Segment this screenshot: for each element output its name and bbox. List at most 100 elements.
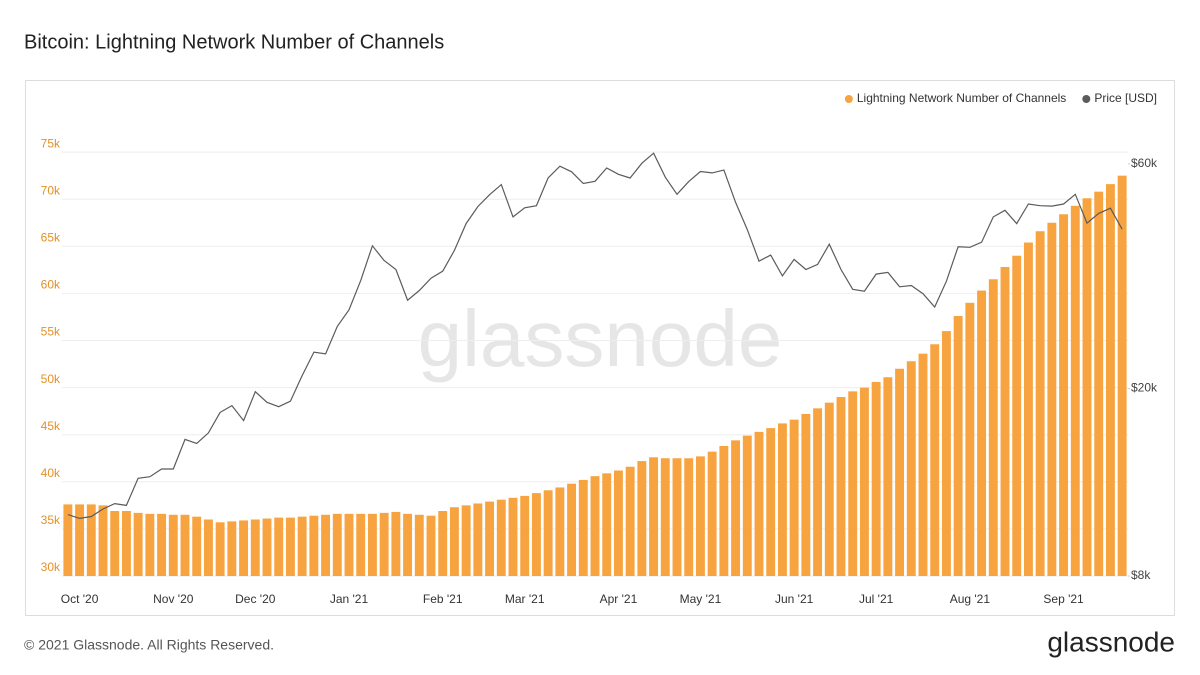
y-tick-label: 75k (41, 136, 61, 150)
bar (274, 517, 284, 576)
watermark: glassnode (418, 294, 783, 383)
x-tick-label: Feb '21 (423, 592, 463, 606)
bar (227, 521, 237, 576)
bar (1035, 231, 1045, 576)
x-tick-label: Aug '21 (950, 592, 991, 606)
bar (133, 512, 143, 576)
bar (297, 516, 307, 576)
price-line (67, 152, 1123, 520)
bar (1117, 175, 1127, 576)
y2-tick-label: $20k (1131, 381, 1158, 395)
legend-label: Price [USD] (1094, 91, 1157, 105)
x-tick-label: Oct '20 (61, 592, 99, 606)
bar (836, 397, 846, 576)
x-tick-label: Jul '21 (859, 592, 894, 606)
y-tick-label: 60k (41, 278, 61, 292)
bar (789, 419, 799, 576)
bar (906, 361, 916, 576)
bar (883, 377, 893, 576)
y-tick-label: 35k (41, 513, 61, 527)
bar (578, 479, 588, 576)
bar (531, 493, 541, 576)
x-tick-label: Nov '20 (153, 592, 194, 606)
bar (731, 440, 741, 576)
bar (285, 517, 295, 576)
bar (496, 499, 506, 576)
bar (590, 476, 600, 576)
bar (250, 519, 260, 576)
bar (180, 514, 190, 576)
bar (1012, 255, 1022, 576)
bar (1105, 184, 1115, 577)
bar (344, 513, 354, 576)
bar (438, 511, 448, 576)
bar (1000, 267, 1010, 576)
bar (485, 501, 495, 576)
bar (742, 435, 752, 576)
plot: 30k 35k 40k 45k 50k 55k 60k 65k 70k 75k $8k $20k $60… (41, 91, 1158, 606)
legend-marker (1082, 95, 1091, 103)
bar (766, 428, 776, 576)
bar (649, 457, 659, 576)
bar (157, 513, 167, 576)
bar (98, 505, 108, 576)
bar (695, 456, 705, 576)
bar (332, 513, 342, 576)
bar (543, 490, 553, 576)
y-tick-label: 70k (41, 183, 61, 197)
bar (356, 513, 366, 576)
x-tick-label: Sep '21 (1043, 592, 1084, 606)
bar (309, 515, 319, 576)
y-tick-label: 30k (41, 560, 61, 574)
bar (63, 504, 73, 576)
bar (86, 504, 96, 576)
chart-title: Bitcoin: Lightning Network Number of Cha… (24, 31, 444, 53)
bar (1094, 191, 1104, 576)
bar (321, 514, 331, 576)
bar (391, 511, 401, 576)
y2-tick-label: $8k (1131, 568, 1151, 582)
bar (754, 431, 764, 576)
x-tick-label: Mar '21 (505, 592, 545, 606)
y-tick-label: 45k (41, 419, 61, 433)
bar (848, 391, 858, 576)
x-tick-label: Apr '21 (600, 592, 638, 606)
bar (637, 461, 647, 576)
bar (1070, 205, 1080, 576)
bar (953, 316, 963, 576)
bar (168, 514, 178, 576)
bar (567, 483, 577, 576)
bar (1047, 222, 1057, 576)
x-tick-label: Dec '20 (235, 592, 276, 606)
x-tick-label: May '21 (680, 592, 722, 606)
bar (602, 473, 612, 576)
y-tick-label: 65k (41, 230, 61, 244)
x-tick-label: Jan '21 (330, 592, 369, 606)
bar (672, 458, 682, 576)
bar (145, 513, 155, 576)
bar (461, 505, 471, 576)
bar (110, 511, 120, 576)
bar (918, 353, 928, 576)
bar (262, 518, 272, 576)
bar (508, 497, 518, 576)
bar (707, 451, 717, 576)
bar (930, 344, 940, 576)
bar (367, 513, 377, 576)
bar (414, 514, 424, 576)
bar (1059, 214, 1069, 576)
bar (192, 516, 202, 576)
bar (1082, 198, 1092, 576)
bar (426, 515, 436, 576)
bar (859, 387, 869, 576)
bar (215, 522, 225, 576)
bar (988, 279, 998, 576)
bar (660, 458, 670, 576)
legend-marker (844, 95, 853, 103)
bar (203, 519, 213, 576)
bar (941, 331, 951, 576)
bar (403, 513, 413, 576)
bar (625, 466, 635, 576)
bar (239, 520, 249, 576)
